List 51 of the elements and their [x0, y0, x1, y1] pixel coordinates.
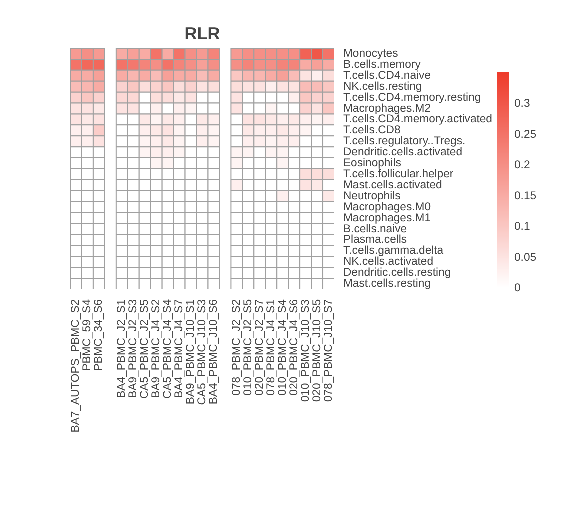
y-tick-label: T.cells.gamma.delta [344, 245, 444, 258]
y-tick-label: Mast.cells.activated [344, 179, 442, 192]
y-tick-label: NK.cells.resting [344, 80, 422, 93]
x-tick-label: 010_PBMC_J2_S5 [242, 299, 254, 396]
x-tick-label: PBMC_34_S6 [93, 299, 106, 372]
y-tick-label: T.cells.CD8 [344, 124, 401, 137]
y-tick-label: Dendritic.cells.activated [344, 146, 462, 159]
x-tick-label: BA4_PBMC_J2_S1 [116, 299, 128, 398]
color-bar-label: 0.3 [514, 98, 530, 110]
x-tick-label: 020_PBMC_J4_S6 [288, 299, 300, 396]
x-tick-label: 078_PBMC_J2_S2 [230, 299, 243, 396]
x-tick-label: 078_PBMC_J4_S1 [265, 299, 278, 396]
y-tick-label: Neutrophils [344, 190, 402, 202]
x-tick-label: BA7_AUTOPS_PBMC_S2 [70, 299, 82, 433]
x-tick-label: BA9_PBMC_J10_S1 [185, 299, 198, 405]
y-tick-label: Macrophages.M2 [344, 102, 432, 115]
x-tick-label: CA5_PBMC_J4_S4 [162, 299, 174, 399]
y-tick-label: T.cells.CD4.naive [344, 70, 432, 82]
color-bar-label: 0.05 [514, 252, 537, 264]
x-tick-label: CA5_PBMC_J10_S3 [196, 299, 208, 406]
x-tick-label: BA9_PBMC_J2_S3 [128, 299, 140, 398]
y-tick-label: B.cells.memory [344, 58, 422, 71]
x-tick-label: 010_PBMC_J4_S4 [276, 299, 289, 396]
y-tick-label: B.cells.naive [344, 223, 408, 236]
y-tick-label: Macrophages.M0 [344, 201, 432, 214]
y-tick-label: Plasma.cells [344, 234, 408, 246]
x-tick-label: BA4_PBMC_J4_S7 [174, 299, 186, 398]
x-tick-label: 010_PBMC_J10_S3 [300, 299, 312, 402]
y-tick-label: Monocytes [344, 48, 399, 60]
x-tick-label: BA4_PBMC_J10_S6 [208, 299, 220, 405]
x-tick-label: 078_PBMC_J10_S7 [322, 299, 335, 402]
x-tick-label: CA5_PBMC_J2_S5 [139, 299, 152, 399]
color-bar-label: 0.15 [514, 190, 537, 202]
y-tick-label: Dendritic.cells.resting [344, 267, 452, 280]
y-tick-label: T.cells.follicular.helper [344, 168, 454, 180]
chart-title: RLR [184, 24, 221, 44]
color-bar-label: 0.1 [514, 221, 530, 234]
y-tick-label: Eosinophils [344, 158, 402, 170]
x-tick-label: PBMC_59_S4 [82, 299, 94, 372]
x-tick-label: 020_PBMC_J2_S7 [254, 299, 266, 396]
y-tick-label: T.cells.CD4.memory.resting [344, 92, 482, 104]
y-tick-label: Mast.cells.resting [344, 278, 432, 290]
y-tick-label: Macrophages.M1 [344, 212, 432, 224]
y-tick-label: T.cells.regulatory..Tregs. [344, 136, 466, 148]
x-tick-label: BA9_PBMC_J4_S2 [150, 299, 163, 398]
color-bar-label: 0.25 [514, 128, 537, 141]
color-bar-label: 0 [514, 282, 521, 294]
x-tick-label: 020_PBMC_J10_S5 [311, 299, 324, 402]
y-tick-label: NK.cells.activated [344, 256, 434, 268]
y-tick-label: T.cells.CD4.memory.activated [344, 114, 492, 126]
color-bar-label: 0.2 [514, 160, 530, 172]
